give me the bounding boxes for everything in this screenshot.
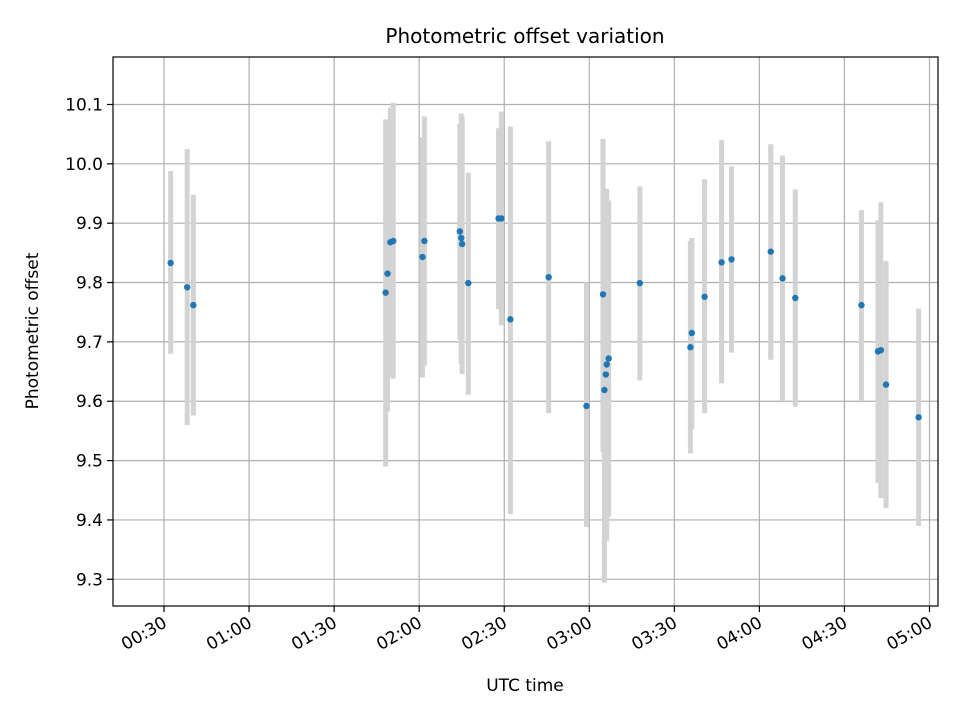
data-point <box>601 386 608 394</box>
data-point <box>498 215 505 222</box>
data-point <box>456 228 464 235</box>
data-point <box>458 240 466 248</box>
data-point <box>599 291 607 298</box>
data-point <box>583 402 590 410</box>
y-axis-title: Photometric offset <box>23 252 43 409</box>
y-tick-label: 9.3 <box>76 570 103 590</box>
chart-title: Photometric offset variation <box>385 24 664 48</box>
data-point <box>858 301 865 309</box>
data-point <box>877 346 885 354</box>
data-point <box>384 270 391 277</box>
data-point <box>183 284 191 291</box>
data-point <box>728 256 735 263</box>
data-point <box>767 248 774 255</box>
data-point <box>507 316 514 323</box>
plot-frame <box>112 56 939 607</box>
data-point <box>389 237 397 245</box>
y-tick-label: 9.4 <box>76 511 103 531</box>
data-point <box>792 294 799 302</box>
data-point <box>190 301 197 309</box>
grid <box>113 57 938 606</box>
y-tick-label: 10.1 <box>65 95 103 115</box>
x-axis-title: UTC time <box>486 676 564 696</box>
data-points <box>167 215 922 421</box>
data-point <box>167 259 174 267</box>
data-point <box>382 289 389 296</box>
data-point <box>688 329 696 337</box>
data-point <box>465 279 472 287</box>
data-point <box>915 414 922 421</box>
data-point <box>882 381 890 388</box>
data-point <box>779 275 786 282</box>
data-point <box>701 293 708 300</box>
y-tick-label: 10.0 <box>65 155 103 175</box>
y-tick-label: 9.9 <box>76 214 103 234</box>
data-point <box>605 355 612 362</box>
data-point <box>419 253 426 261</box>
y-tick-label: 9.7 <box>76 333 103 353</box>
y-tick-label: 9.5 <box>76 452 103 472</box>
y-tick-label: 9.8 <box>76 274 103 294</box>
data-point <box>636 279 644 287</box>
data-point <box>687 344 694 351</box>
data-point <box>421 237 428 245</box>
y-tick-label: 9.6 <box>76 392 103 412</box>
data-point <box>545 273 552 281</box>
data-point <box>602 371 610 378</box>
data-point <box>603 361 610 368</box>
data-point <box>718 259 725 266</box>
y-axis: 9.3 9.4 9.5 9.6 9.7 9.8 9.9 10.0 10.1 <box>65 95 113 590</box>
data-point <box>458 234 465 242</box>
